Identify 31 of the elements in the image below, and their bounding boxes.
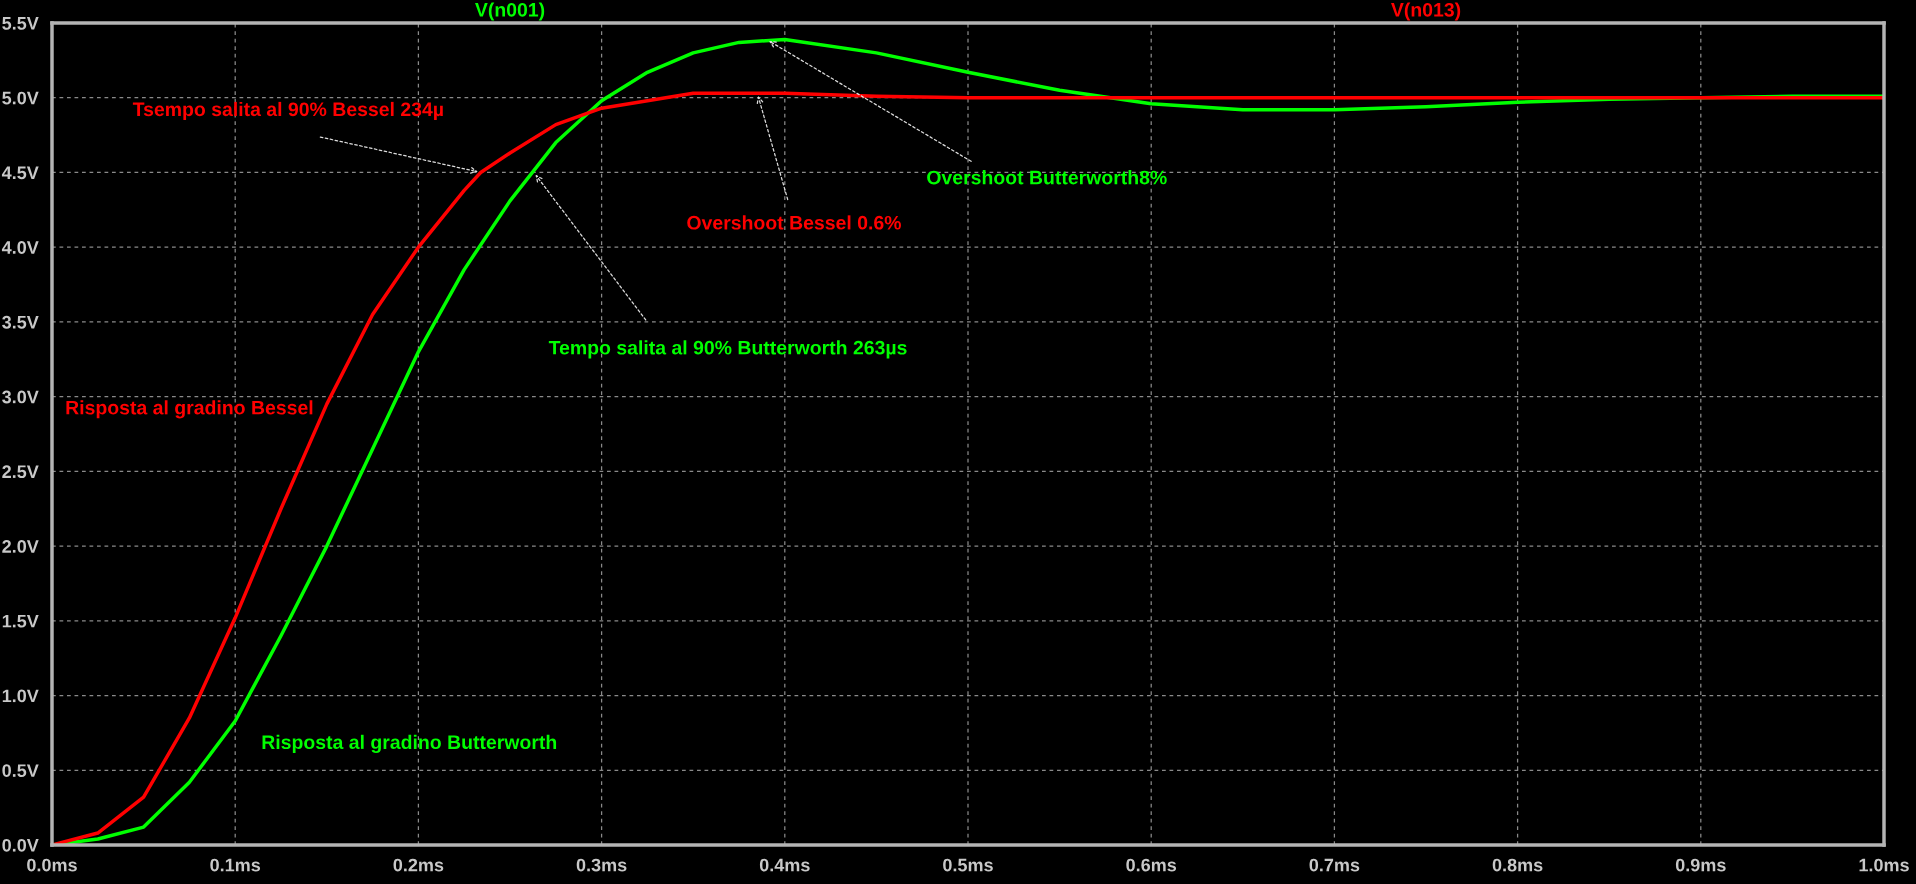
x-tick-label: 0.3ms: [576, 858, 627, 872]
y-tick-label: 0.0V: [2, 838, 39, 852]
x-tick-label: 0.8ms: [1492, 858, 1543, 872]
annotation: Tsempo salita al 90% Bessel 234µ: [132, 101, 443, 121]
y-tick-label: 2.0V: [2, 540, 39, 553]
annotation: Tempo salita al 90% Butterworth 263µs: [548, 340, 907, 359]
x-tick-label: 0.4ms: [759, 858, 810, 872]
x-tick-label: 0.9ms: [1675, 858, 1726, 872]
x-tick-label: 0.7ms: [1309, 858, 1360, 872]
y-tick-label: 1.5V: [2, 614, 39, 628]
x-tick-label: 0.2ms: [393, 858, 444, 872]
y-tick-label: 0.5V: [2, 764, 39, 777]
x-tick-label: 0.0ms: [27, 858, 77, 872]
x-tick-label: 0.1ms: [210, 858, 261, 872]
text: V(n013): [1391, 2, 1461, 21]
x-tick-label: 1.0ms: [1859, 858, 1909, 872]
x-tick-label: 0.6ms: [1126, 858, 1177, 872]
text: V(n001): [475, 2, 545, 21]
annotation: Overshoot Bessel 0.6%: [687, 215, 901, 230]
annotation: Overshoot Butterworth8%: [927, 170, 1167, 185]
y-tick-label: 2.5V: [2, 465, 39, 479]
y-tick-label: 3.0V: [2, 390, 39, 404]
y-tick-label: 3.5V: [2, 315, 39, 329]
annotation: Risposta al gradino Butterworth: [262, 734, 557, 753]
y-tick-label: 5.5V: [2, 17, 39, 30]
y-tick-label: 1.0V: [2, 689, 39, 703]
y-tick-label: 5.0V: [2, 91, 39, 105]
annotation: Risposta al gradino Bessel: [66, 400, 313, 419]
x-tick-label: 0.5ms: [943, 858, 993, 872]
y-tick-label: 4.5V: [1, 166, 39, 180]
y-tick-label: 4.0V: [1, 241, 39, 254]
